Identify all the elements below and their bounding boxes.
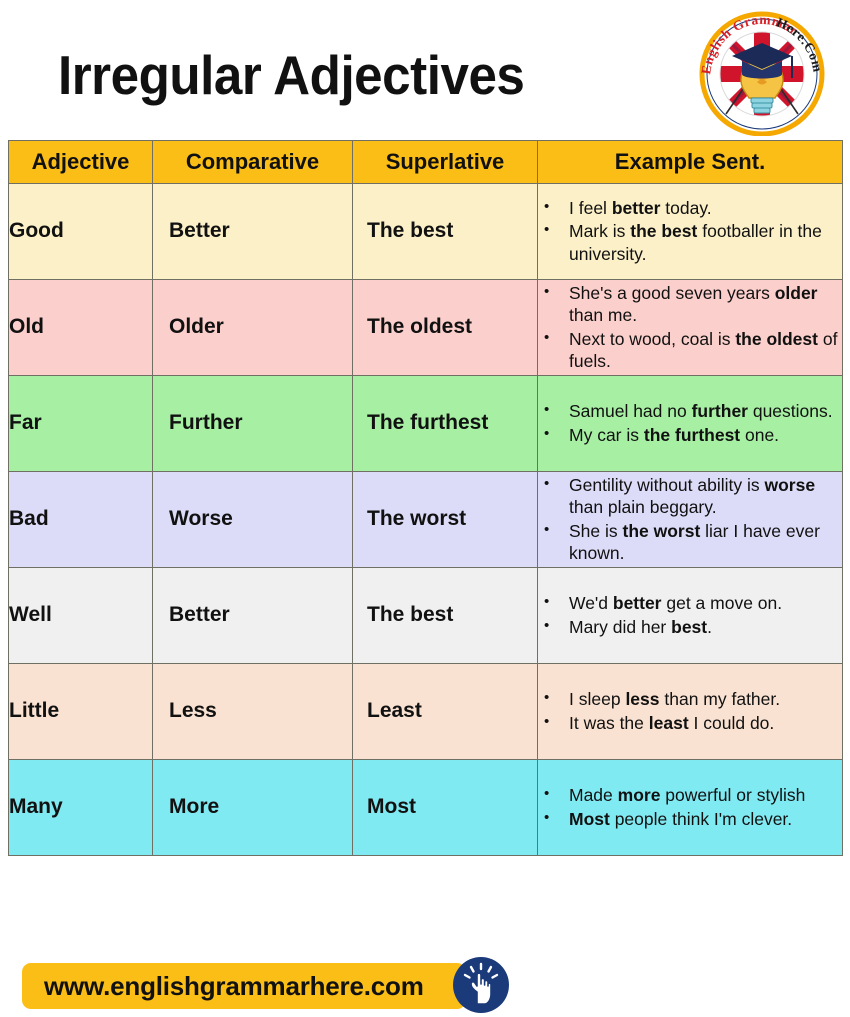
example-sentence: Mark is the best footballer in the unive… xyxy=(538,219,842,265)
example-sentence: Most people think I'm clever. xyxy=(538,806,842,830)
cell-superlative: Most xyxy=(352,759,538,856)
column-header-comparative: Comparative xyxy=(152,140,353,184)
example-list: She's a good seven years older than me.N… xyxy=(538,281,842,373)
example-sentence: She's a good seven years older than me. xyxy=(538,281,842,327)
column-header-adjective: Adjective xyxy=(8,140,153,184)
website-url-button[interactable]: www.englishgrammarhere.com xyxy=(22,963,466,1009)
table-row: Little Less Least I sleep less than my f… xyxy=(8,663,843,760)
highlighted-word: older xyxy=(774,282,818,303)
cell-examples: Made more powerful or stylishMost people… xyxy=(537,759,843,856)
cell-adjective: Far xyxy=(8,375,153,472)
cell-comparative: Worse xyxy=(152,471,353,568)
example-sentence: I sleep less than my father. xyxy=(538,687,842,710)
cell-adjective: Old xyxy=(8,279,153,376)
example-sentence: Mary did her best. xyxy=(538,614,842,638)
table-row: Good Better The best I feel better today… xyxy=(8,183,843,280)
highlighted-word: the furthest xyxy=(643,424,741,445)
highlighted-word: worse xyxy=(764,474,816,495)
cell-examples: We'd better get a move on.Mary did her b… xyxy=(537,567,843,664)
example-list: I sleep less than my father.It was the l… xyxy=(538,687,842,734)
example-sentence: Made more powerful or stylish xyxy=(538,783,842,806)
english-grammar-here-logo[interactable]: English Grammar Here.Com xyxy=(692,8,832,136)
table-header-row: Adjective Comparative Superlative Exampl… xyxy=(8,140,843,184)
highlighted-word: better xyxy=(612,593,662,614)
cell-comparative: Better xyxy=(152,567,353,664)
highlighted-word: the worst xyxy=(622,520,701,541)
page-header: Irregular Adjectives xyxy=(0,0,850,138)
cell-examples: Samuel had no further questions.My car i… xyxy=(537,375,843,472)
cell-adjective: Many xyxy=(8,759,153,856)
example-sentence: I feel better today. xyxy=(538,196,842,219)
cell-examples: I sleep less than my father.It was the l… xyxy=(537,663,843,760)
highlighted-word: the best xyxy=(630,221,698,242)
cell-superlative: Least xyxy=(352,663,538,760)
table-body: Good Better The best I feel better today… xyxy=(8,183,843,856)
highlighted-word: the oldest xyxy=(735,328,818,349)
highlighted-word: best xyxy=(671,616,708,637)
cell-superlative: The furthest xyxy=(352,375,538,472)
highlighted-word: Most xyxy=(569,808,610,829)
cell-adjective: Little xyxy=(8,663,153,760)
table-row: Many More Most Made more powerful or sty… xyxy=(8,759,843,856)
page-footer: www.englishgrammarhere.com xyxy=(0,955,850,1017)
page-title: Irregular Adjectives xyxy=(58,44,525,106)
example-list: Samuel had no further questions.My car i… xyxy=(538,399,842,446)
cell-superlative: The oldest xyxy=(352,279,538,376)
cell-adjective: Well xyxy=(8,567,153,664)
cell-examples: I feel better today.Mark is the best foo… xyxy=(537,183,843,280)
column-header-superlative: Superlative xyxy=(352,140,538,184)
highlighted-word: less xyxy=(625,689,660,710)
cell-comparative: More xyxy=(152,759,353,856)
cell-examples: Gentility without ability is worse than … xyxy=(537,471,843,568)
cell-adjective: Bad xyxy=(8,471,153,568)
example-list: Gentility without ability is worse than … xyxy=(538,473,842,565)
cell-examples: She's a good seven years older than me.N… xyxy=(537,279,843,376)
example-sentence: It was the least I could do. xyxy=(538,710,842,734)
cell-superlative: The best xyxy=(352,567,538,664)
example-sentence: Next to wood, coal is the oldest of fuel… xyxy=(538,327,842,373)
cell-comparative: Less xyxy=(152,663,353,760)
cell-superlative: The worst xyxy=(352,471,538,568)
highlighted-word: more xyxy=(617,785,661,806)
highlighted-word: better xyxy=(611,197,661,218)
cell-superlative: The best xyxy=(352,183,538,280)
table-row: Well Better The best We'd better get a m… xyxy=(8,567,843,664)
column-header-example: Example Sent. xyxy=(537,140,843,184)
cell-comparative: Better xyxy=(152,183,353,280)
cell-comparative: Further xyxy=(152,375,353,472)
highlighted-word: least xyxy=(648,712,689,733)
example-list: We'd better get a move on.Mary did her b… xyxy=(538,591,842,638)
table-row: Far Further The furthest Samuel had no f… xyxy=(8,375,843,472)
example-list: I feel better today.Mark is the best foo… xyxy=(538,196,842,265)
table-row: Bad Worse The worst Gentility without ab… xyxy=(8,471,843,568)
example-sentence: My car is the furthest one. xyxy=(538,422,842,446)
highlighted-word: further xyxy=(691,401,748,422)
example-sentence: Samuel had no further questions. xyxy=(538,399,842,422)
example-sentence: We'd better get a move on. xyxy=(538,591,842,614)
click-hand-icon[interactable] xyxy=(452,956,510,1014)
cell-comparative: Older xyxy=(152,279,353,376)
cell-adjective: Good xyxy=(8,183,153,280)
example-sentence: She is the worst liar I have ever known. xyxy=(538,519,842,565)
irregular-adjectives-table: Adjective Comparative Superlative Exampl… xyxy=(8,140,843,856)
table-row: Old Older The oldest She's a good seven … xyxy=(8,279,843,376)
website-url-label: www.englishgrammarhere.com xyxy=(44,970,424,1001)
example-sentence: Gentility without ability is worse than … xyxy=(538,473,842,519)
example-list: Made more powerful or stylishMost people… xyxy=(538,783,842,830)
